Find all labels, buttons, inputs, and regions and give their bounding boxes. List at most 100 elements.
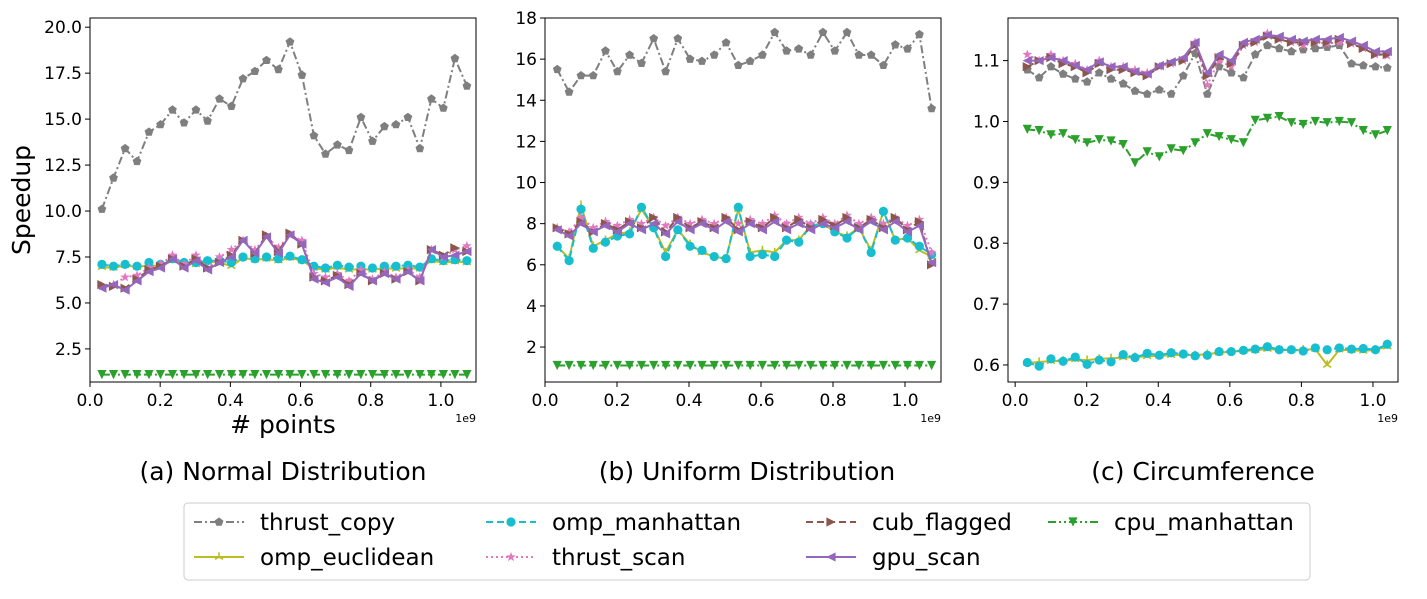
data-point-omp_manhattan: [878, 206, 889, 216]
data-point-omp_manhattan: [202, 256, 213, 266]
data-point-omp_manhattan: [462, 256, 472, 266]
data-point-cpu_manhattan: [673, 360, 683, 371]
series-thrust_copy: [1022, 40, 1392, 98]
data-point-thrust_copy: [179, 118, 189, 127]
data-point-thrust_scan: [1214, 55, 1224, 65]
data-point-omp_manhattan: [685, 241, 695, 251]
data-point-omp_manhattan: [1238, 345, 1249, 355]
data-point-thrust_scan: [179, 259, 189, 269]
data-point-gpu_scan: [770, 217, 780, 227]
data-point-thrust_copy: [1178, 71, 1188, 80]
data-point-gpu_scan: [1286, 34, 1296, 44]
data-point-cpu_manhattan: [1346, 118, 1357, 128]
data-point-gpu_scan: [830, 223, 840, 233]
data-point-cpu_manhattan: [806, 360, 816, 371]
data-point-cpu_manhattan: [438, 370, 448, 380]
data-point-gpu_scan: [1154, 60, 1164, 71]
series-gpu_scan: [1022, 30, 1392, 79]
data-point-thrust_copy: [879, 60, 888, 69]
data-point-omp_manhattan: [1118, 350, 1128, 360]
data-point-omp_manhattan: [1178, 349, 1188, 359]
legend-marker: [506, 517, 516, 527]
data-point-gpu_scan: [1262, 30, 1272, 40]
y-tick-label: 20.0: [44, 18, 82, 38]
data-point-cpu_manhattan: [552, 360, 562, 371]
data-point-thrust_copy: [794, 44, 804, 53]
data-point-cpu_manhattan: [203, 370, 213, 380]
data-point-omp_manhattan: [1154, 350, 1164, 360]
data-point-cpu_manhattan: [890, 360, 900, 371]
y-tick-label: 4: [526, 297, 537, 317]
data-point-thrust_copy: [274, 64, 283, 74]
data-point-omp_manhattan: [108, 261, 119, 271]
data-point-gpu_scan: [1046, 53, 1056, 63]
data-point-omp_manhattan: [1166, 348, 1176, 358]
data-point-thrust_copy: [439, 103, 448, 112]
data-point-cpu_manhattan: [273, 370, 283, 380]
data-point-omp_manhattan: [144, 257, 154, 268]
data-point-cpu_manhattan: [842, 360, 852, 371]
data-point-omp_manhattan: [332, 260, 342, 270]
data-point-cpu_manhattan: [1382, 126, 1392, 136]
data-point-omp_manhattan: [344, 262, 354, 272]
data-point-thrust_copy: [321, 149, 330, 158]
x-offset-label: 1e9: [1377, 412, 1398, 425]
data-point-cub_flagged: [818, 214, 828, 225]
data-point-cub_flagged: [842, 212, 852, 223]
y-tick-label: 0.9: [973, 173, 1000, 193]
data-point-gpu_scan: [261, 232, 272, 242]
data-point-thrust_scan: [612, 220, 623, 230]
data-point-thrust_scan: [1022, 49, 1033, 59]
legend-entry-thrust_scan: thrust_scan: [486, 545, 685, 571]
data-point-omp_manhattan: [1070, 352, 1080, 362]
data-point-thrust_copy: [806, 50, 816, 59]
data-point-omp_manhattan: [697, 245, 707, 255]
y-tick-label: 1.0: [973, 112, 1000, 132]
legend-entry-cpu_manhattan: cpu_manhattan: [1048, 510, 1294, 536]
x-tick-label: 0.4: [217, 391, 244, 411]
data-point-thrust_scan: [144, 263, 154, 273]
data-point-gpu_scan: [1034, 56, 1044, 66]
legend-marker: [1068, 517, 1078, 527]
x-tick-label: 0.0: [76, 391, 103, 411]
plot-area: [90, 18, 476, 382]
data-point-thrust_copy: [697, 56, 707, 65]
series-line-cub_flagged: [556, 216, 933, 266]
series-cpu_manhattan: [97, 370, 472, 380]
data-point-omp_manhattan: [120, 259, 130, 269]
x-tick-label: 0.2: [603, 391, 630, 411]
data-point-thrust_copy: [415, 143, 425, 153]
data-point-cpu_manhattan: [261, 370, 272, 380]
data-point-cpu_manhattan: [1130, 158, 1140, 168]
data-point-thrust_scan: [191, 250, 201, 260]
data-point-thrust_copy: [309, 131, 319, 140]
data-point-gpu_scan: [878, 225, 888, 235]
data-point-cpu_manhattan: [250, 370, 260, 380]
data-point-cpu_manhattan: [450, 370, 460, 380]
legend-entry-thrust_copy: thrust_copy: [194, 510, 395, 536]
data-point-cpu_manhattan: [1046, 130, 1056, 140]
data-point-thrust_scan: [745, 214, 755, 224]
data-point-gpu_scan: [403, 267, 413, 277]
y-tick-label: 15.0: [44, 110, 82, 130]
data-point-thrust_copy: [733, 60, 743, 69]
data-point-cpu_manhattan: [564, 360, 574, 371]
data-point-thrust_copy: [782, 46, 791, 55]
data-point-omp_manhattan: [1382, 339, 1392, 349]
series-cpu_manhattan: [552, 360, 937, 371]
data-point-omp_manhattan: [1298, 346, 1308, 356]
data-point-cpu_manhattan: [226, 370, 236, 380]
data-point-cpu_manhattan: [1022, 124, 1032, 134]
data-point-cpu_manhattan: [320, 370, 331, 380]
data-point-gpu_scan: [649, 219, 659, 229]
data-point-gpu_scan: [1226, 56, 1236, 66]
data-point-omp_manhattan: [285, 251, 295, 261]
data-point-gpu_scan: [927, 258, 937, 268]
data-point-omp_manhattan: [1190, 351, 1200, 361]
data-point-cpu_manhattan: [367, 370, 378, 380]
data-point-thrust_scan: [588, 222, 599, 232]
data-point-thrust_scan: [462, 240, 472, 251]
data-point-omp_manhattan: [1082, 359, 1092, 369]
legend-entry-omp_manhattan: omp_manhattan: [486, 510, 741, 536]
